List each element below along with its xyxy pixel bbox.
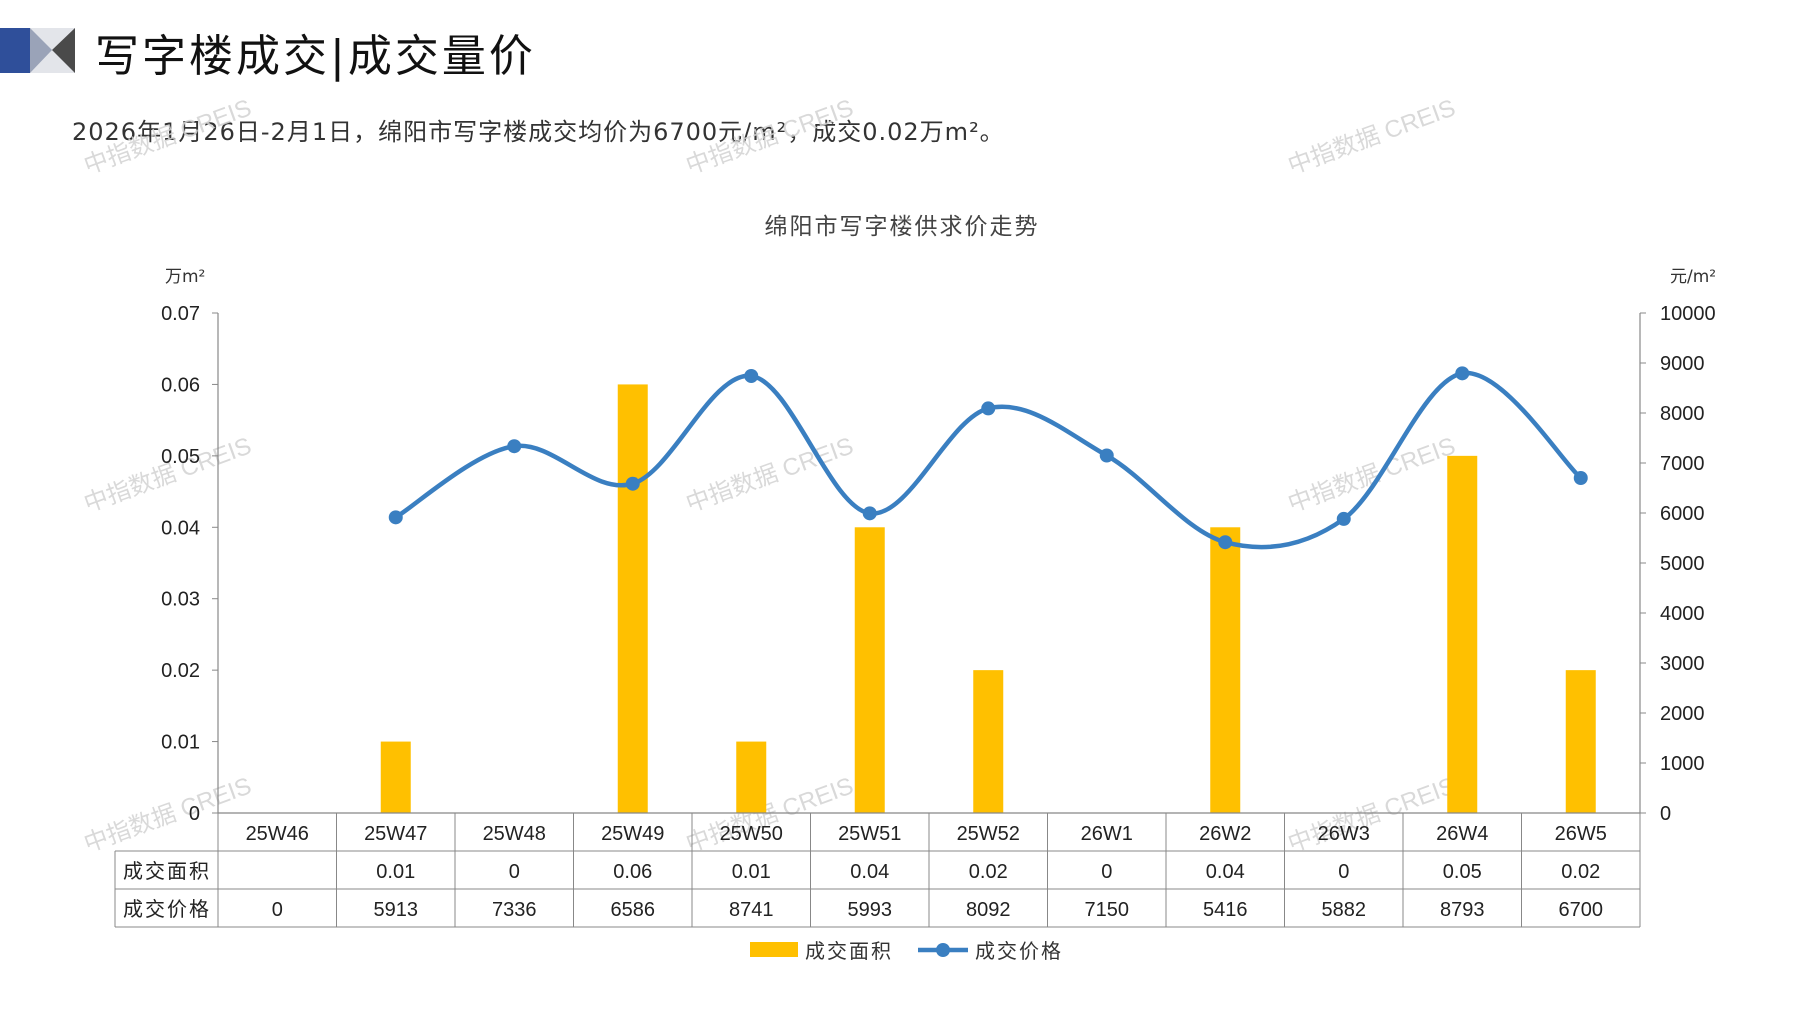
table-cell: 0.05 xyxy=(1443,861,1482,883)
bar-25W50 xyxy=(736,741,767,813)
y-left-tick-label: 0.03 xyxy=(161,589,200,611)
y-left-tick-label: 0.01 xyxy=(161,732,200,754)
y-right-tick-label: 8000 xyxy=(1660,403,1705,425)
header-logo xyxy=(0,28,75,73)
price-point-25W50 xyxy=(744,368,759,383)
x-tick-label: 25W52 xyxy=(957,823,1020,845)
y-left-tick-label: 0.06 xyxy=(161,374,200,396)
x-tick-label: 26W5 xyxy=(1555,823,1607,845)
price-line xyxy=(394,371,1583,550)
x-tick-label: 26W4 xyxy=(1436,823,1488,845)
table-row-header: 成交价格 xyxy=(123,897,211,921)
x-tick-label: 25W46 xyxy=(246,823,309,845)
x-tick-label: 25W50 xyxy=(720,823,783,845)
table-cell: 5416 xyxy=(1203,899,1248,921)
table-cell: 5913 xyxy=(374,899,419,921)
table-row-header: 成交面积 xyxy=(123,859,211,883)
table-cell: 0.04 xyxy=(1206,861,1245,883)
y-right-tick-label: 3000 xyxy=(1660,653,1705,675)
price-point-26W5 xyxy=(1573,471,1588,485)
legend-bar-swatch xyxy=(750,942,798,957)
bar-26W2 xyxy=(1210,527,1241,813)
table-cell: 6700 xyxy=(1559,899,1604,921)
price-point-26W4 xyxy=(1455,366,1470,381)
price-point-25W52 xyxy=(981,401,996,416)
price-point-26W3 xyxy=(1336,511,1351,526)
page-subtitle: 2026年1月26日-2月1日，绵阳市写字楼成交均价为6700元/m²，成交0.… xyxy=(72,118,1005,146)
x-tick-label: 26W3 xyxy=(1318,823,1370,845)
page-title: 写字楼成交|成交量价 xyxy=(95,31,536,82)
x-tick-label: 26W1 xyxy=(1081,823,1133,845)
price-point-25W48 xyxy=(507,439,522,454)
bar-25W52 xyxy=(973,670,1004,813)
y-right-tick-label: 0 xyxy=(1660,803,1671,825)
legend-line-label: 成交价格 xyxy=(975,939,1063,963)
table-cell: 0.01 xyxy=(732,861,771,883)
y-left-tick-label: 0.04 xyxy=(161,517,200,539)
bar-26W4 xyxy=(1447,455,1478,813)
y-right-tick-label: 1000 xyxy=(1660,753,1705,775)
y-right-tick-label: 6000 xyxy=(1660,503,1705,525)
x-tick-label: 25W49 xyxy=(601,823,664,845)
table-cell: 0 xyxy=(272,899,283,921)
table-cell: 0 xyxy=(1101,861,1112,883)
table-cell: 0.02 xyxy=(969,861,1008,883)
table-cell: 6586 xyxy=(611,899,656,921)
table-cell: 0.06 xyxy=(613,861,652,883)
y-right-tick-label: 2000 xyxy=(1660,703,1705,725)
table-cell: 0.02 xyxy=(1561,861,1600,883)
y-right-tick-label: 9000 xyxy=(1660,353,1705,375)
table-cell: 0.04 xyxy=(850,861,889,883)
table-cell: 7150 xyxy=(1085,899,1130,921)
table-cell: 0 xyxy=(509,861,520,883)
chart-title: 绵阳市写字楼供求价走势 xyxy=(765,214,1040,240)
legend-line-marker xyxy=(936,943,950,957)
price-point-26W2 xyxy=(1218,535,1233,550)
y-right-tick-label: 10000 xyxy=(1660,303,1716,325)
table-cell: 7336 xyxy=(492,899,537,921)
y-left-tick-label: 0 xyxy=(189,803,200,825)
legend-bar-label: 成交面积 xyxy=(805,939,893,963)
y-left-tick-label: 0.05 xyxy=(161,446,200,468)
price-point-25W49 xyxy=(625,476,640,491)
bar-26W5 xyxy=(1565,670,1596,813)
x-tick-label: 25W51 xyxy=(838,823,901,845)
table-cell: 0.01 xyxy=(376,861,415,883)
logo-dark-block xyxy=(0,28,30,73)
bar-25W47 xyxy=(380,741,411,813)
y-left-tick-label: 0.07 xyxy=(161,303,200,325)
y-right-unit: 元/m² xyxy=(1670,267,1716,287)
table-cell: 0 xyxy=(1338,861,1349,883)
table-cell: 8741 xyxy=(729,899,774,921)
x-tick-label: 26W2 xyxy=(1199,823,1251,845)
table-cell: 8092 xyxy=(966,899,1011,921)
bar-25W51 xyxy=(854,527,885,813)
table-cell: 8793 xyxy=(1440,899,1485,921)
y-right-tick-label: 4000 xyxy=(1660,603,1705,625)
price-point-25W47 xyxy=(388,510,403,525)
bar-25W49 xyxy=(617,384,648,813)
table-cell: 5993 xyxy=(848,899,893,921)
x-tick-label: 25W48 xyxy=(483,823,546,845)
y-right-tick-label: 5000 xyxy=(1660,553,1705,575)
y-right-tick-label: 7000 xyxy=(1660,453,1705,475)
y-left-tick-label: 0.02 xyxy=(161,660,200,682)
table-cell: 5882 xyxy=(1322,899,1367,921)
price-point-26W1 xyxy=(1099,448,1114,463)
y-left-unit: 万m² xyxy=(165,267,205,287)
x-tick-label: 25W47 xyxy=(364,823,427,845)
price-point-25W51 xyxy=(862,506,877,521)
